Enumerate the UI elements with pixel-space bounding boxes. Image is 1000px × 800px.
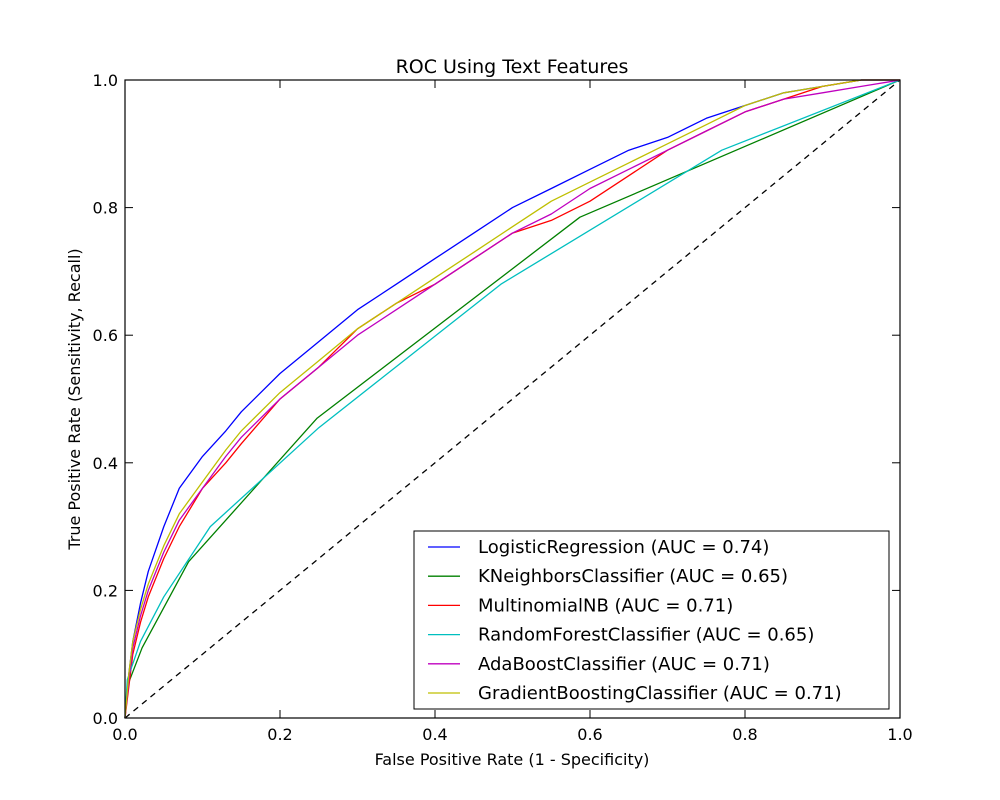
- x-tick-label: 0.0: [112, 725, 137, 744]
- series-line-3: [124, 79, 901, 719]
- y-axis-label: True Positive Rate (Sensitivity, Recall): [65, 248, 84, 550]
- legend-label-0: LogisticRegression (AUC = 0.74): [478, 537, 769, 558]
- y-tick-label: 0.2: [93, 581, 118, 600]
- legend-label-2: MultinomialNB (AUC = 0.71): [478, 595, 733, 616]
- plot-frame: [124, 79, 901, 719]
- series-line-4: [124, 79, 901, 719]
- y-tick-label: 0.6: [93, 326, 118, 345]
- legend-label-5: GradientBoostingClassifier (AUC = 0.71): [478, 683, 842, 704]
- reference-diagonal-line: [124, 79, 901, 719]
- x-tick-label: 0.6: [577, 725, 602, 744]
- series-layer: [124, 79, 901, 719]
- series-line-5: [124, 79, 900, 719]
- series-line-0: [124, 79, 900, 719]
- x-tick-label: 1.0: [887, 725, 912, 744]
- y-tick-label: 0.0: [93, 709, 118, 728]
- legend-label-1: KNeighborsClassifier (AUC = 0.65): [478, 566, 788, 587]
- chart-title: ROC Using Text Features: [396, 56, 629, 78]
- x-axis-label: False Positive Rate (1 - Specificity): [375, 750, 650, 769]
- y-tick-label: 0.4: [93, 454, 118, 473]
- ticks-layer: 0.0 0.2 0.4 0.6 0.8 1.0 0.0 0.2 0.4 0.6 0.8 1.0: [93, 71, 913, 744]
- x-tick-label: 0.4: [422, 725, 447, 744]
- x-tick-label: 0.2: [267, 725, 292, 744]
- x-tick-label: 0.8: [732, 725, 757, 744]
- legend-label-3: RandomForestClassifier (AUC = 0.65): [478, 625, 814, 646]
- legend-box: [413, 530, 890, 710]
- legend: LogisticRegression (AUC = 0.74) KNeighbor…: [413, 530, 890, 710]
- y-tick-label: 0.8: [93, 199, 118, 218]
- legend-label-4: AdaBoostClassifier (AUC = 0.71): [478, 654, 770, 675]
- y-tick-label: 1.0: [93, 71, 118, 90]
